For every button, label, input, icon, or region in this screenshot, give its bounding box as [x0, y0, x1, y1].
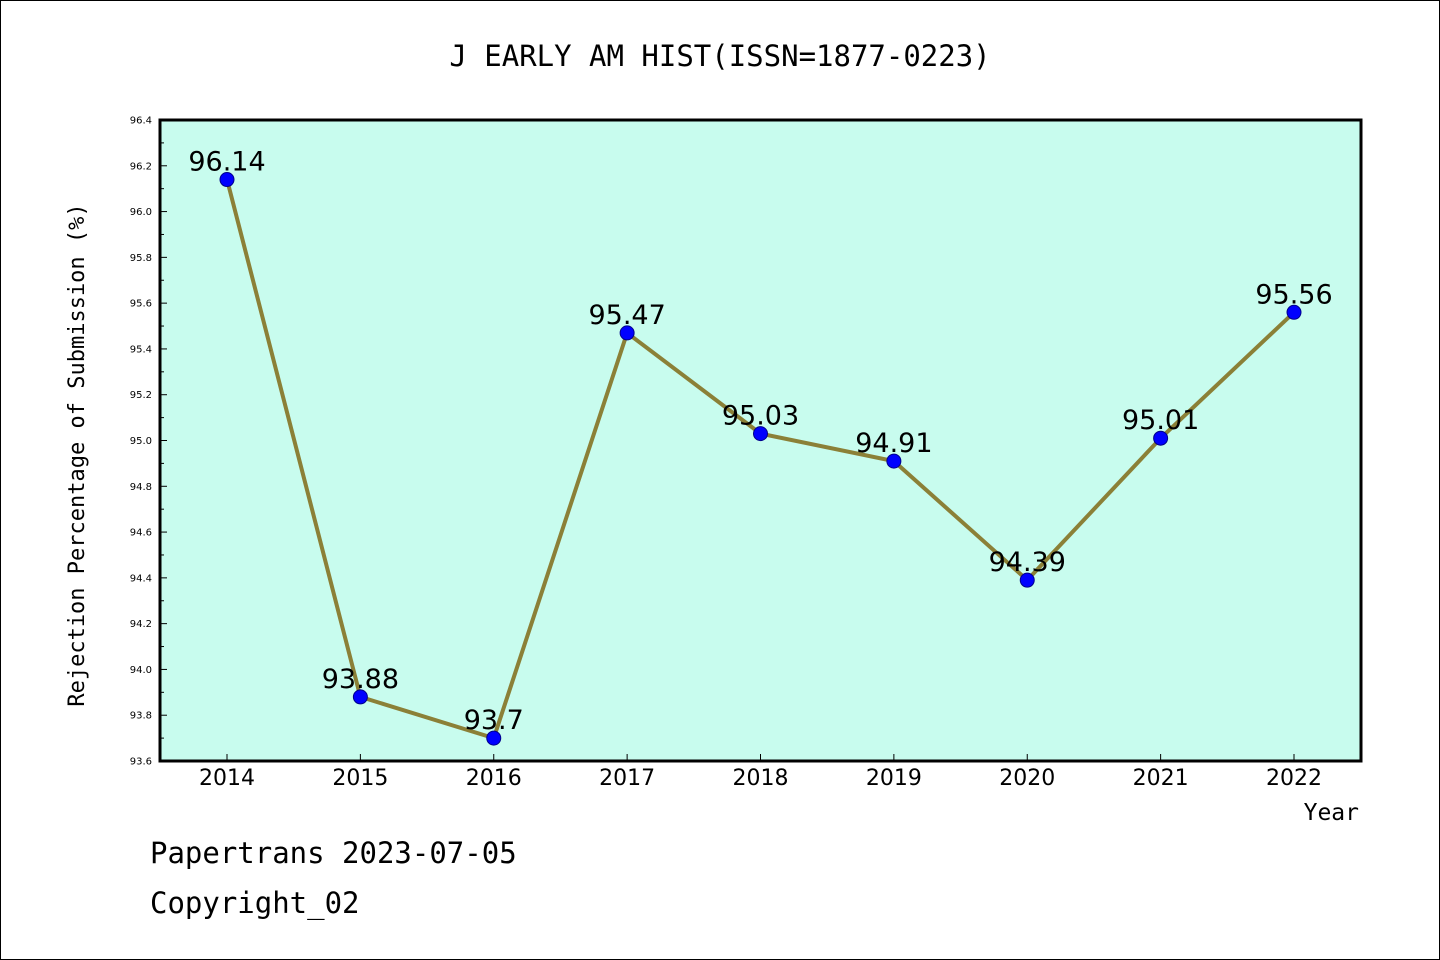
data-label: 94.39 [989, 547, 1066, 578]
y-tick-label: 93.8 [130, 711, 152, 722]
y-tick-label: 94.0 [130, 665, 152, 676]
x-axis: 2014 2015 2016 2017 2018 2019 2020 2021 2022 [199, 754, 1322, 791]
data-point [352, 689, 368, 705]
y-tick-label: 96.4 [130, 116, 152, 127]
y-tick-label: 94.4 [130, 573, 152, 584]
data-point [1019, 572, 1035, 588]
data-point [753, 426, 768, 442]
data-label: 95.01 [1122, 405, 1199, 436]
x-tick-label: 2016 [466, 766, 522, 791]
data-label: 96.14 [188, 147, 265, 178]
data-point [886, 453, 902, 469]
chart-title: J EARLY AM HIST(ISSN=1877-0223) [449, 39, 990, 73]
data-label: 95.47 [588, 300, 665, 331]
x-tick-label: 2017 [599, 766, 655, 791]
y-tick-label: 94.8 [130, 482, 152, 493]
footer-date: Papertrans 2023-07-05 [150, 836, 517, 870]
y-tick-label: 95.8 [130, 253, 152, 264]
footer-copyright: Copyright_02 [150, 886, 360, 920]
data-point [1153, 430, 1169, 446]
y-tick-label: 95.2 [130, 390, 152, 401]
data-label: 93.88 [322, 664, 399, 695]
y-tick-label: 95.6 [130, 299, 152, 310]
x-tick-label: 2020 [999, 766, 1055, 791]
x-tick-label: 2018 [733, 766, 789, 791]
series-layer: 96.14 93.88 93.7 95.47 95.03 94.91 94.39 95.01 9… [188, 147, 1333, 746]
data-point [619, 325, 635, 341]
y-tick-label: 95.4 [130, 344, 152, 355]
x-tick-label: 2022 [1266, 766, 1322, 791]
y-axis: 93.6 93.8 94.0 94.2 94.4 94.6 94.8 95.0 95.2 95.4… [130, 116, 167, 768]
y-tick-label: 94.2 [130, 619, 152, 630]
x-axis-label: Year [1304, 800, 1359, 826]
data-point [1286, 304, 1302, 320]
data-label: 95.56 [1255, 279, 1332, 310]
data-label: 94.91 [855, 428, 932, 459]
y-tick-label: 95.0 [130, 436, 152, 447]
x-tick-label: 2014 [199, 766, 255, 791]
data-point [486, 730, 502, 746]
x-tick-label: 2019 [866, 766, 922, 791]
x-tick-label: 2021 [1133, 766, 1189, 791]
data-label: 95.03 [722, 401, 799, 432]
y-tick-label: 93.6 [130, 757, 152, 768]
y-tick-label: 94.6 [130, 528, 152, 539]
data-point [219, 172, 235, 188]
x-tick-label: 2015 [332, 766, 388, 791]
y-tick-label: 96.2 [130, 161, 152, 172]
data-label: 93.7 [464, 705, 524, 736]
y-axis-label: Rejection Percentage of Submission (%) [65, 203, 90, 706]
y-tick-label: 96.0 [130, 207, 152, 218]
